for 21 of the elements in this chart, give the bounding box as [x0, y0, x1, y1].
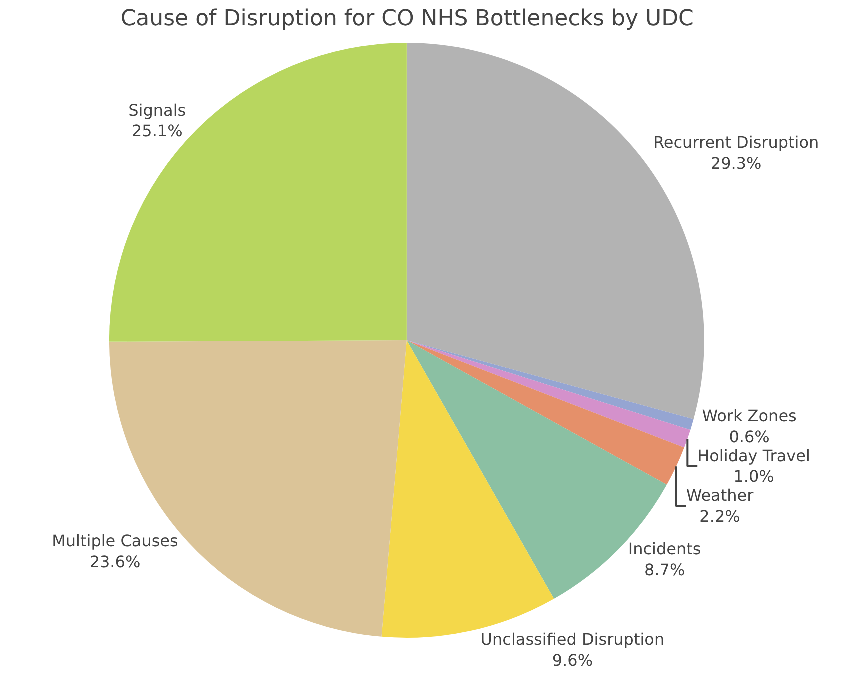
slice-label: Incidents — [628, 540, 702, 559]
slice-label: Multiple Causes — [52, 532, 178, 551]
data-label: 9.6% — [552, 650, 594, 670]
data-label: 23.6% — [90, 552, 141, 572]
data-label: 8.7% — [644, 560, 686, 580]
slice-label: Recurrent Disruption — [653, 132, 820, 152]
data-label: 0.6% — [729, 427, 770, 446]
pie-slice — [406, 340, 684, 485]
data-label: 29.3% — [710, 154, 762, 173]
slice-label: Weather — [686, 486, 754, 506]
pie-slice — [406, 340, 694, 430]
slice-label: Signals — [128, 100, 186, 120]
data-label: 1.0% — [734, 467, 774, 486]
data-label: 25.1% — [132, 122, 183, 141]
pie-slice — [109, 43, 407, 342]
chart-title: Cause of Disruption for CO NHS Bottlenecks by UDC — [120, 6, 694, 32]
slice-label: Holiday Travel — [698, 446, 810, 466]
pie-slice — [406, 340, 691, 448]
data-label: 2.2% — [700, 506, 740, 526]
slice-label: Unclassified Disruption — [480, 630, 665, 650]
slice-label: Work Zones — [702, 406, 797, 426]
